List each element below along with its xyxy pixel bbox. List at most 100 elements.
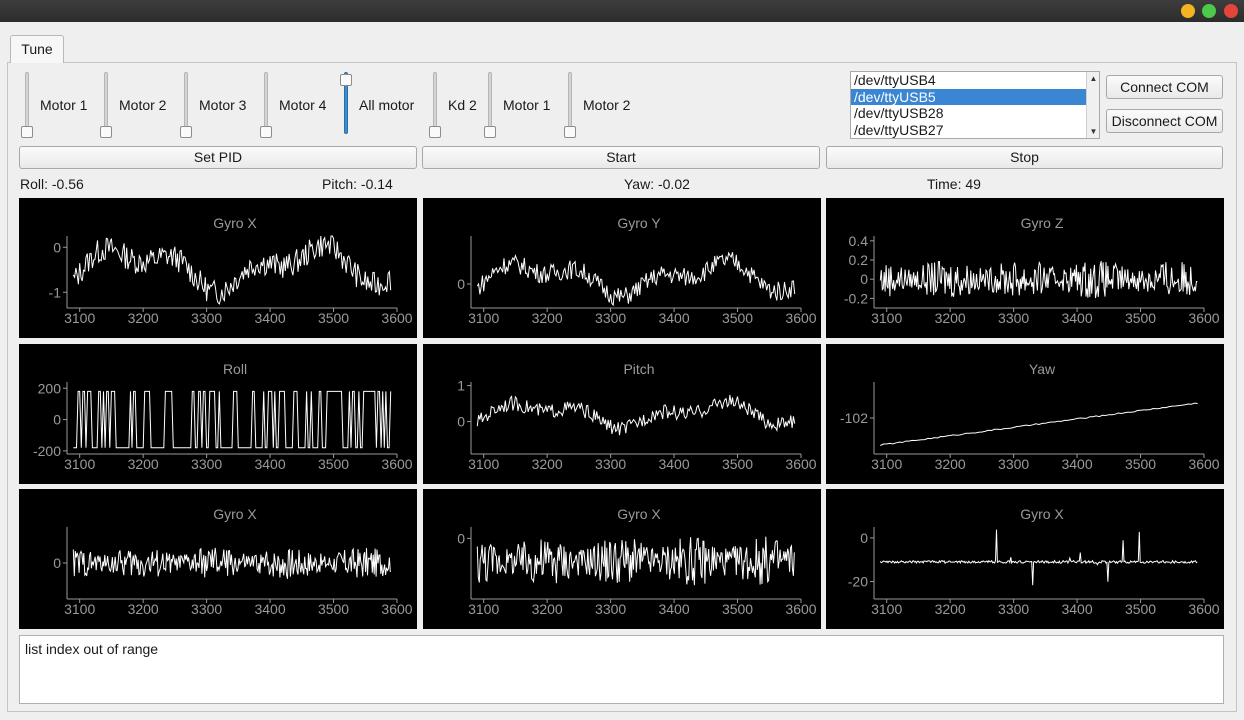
time-readout: Time: 49 <box>927 176 981 192</box>
slider-handle[interactable] <box>260 126 272 138</box>
slider-track <box>25 72 29 134</box>
x-tick-label: 3100 <box>468 310 499 326</box>
x-tick-label: 3500 <box>318 601 349 617</box>
y-tick-label: -200 <box>33 443 61 459</box>
series-line <box>73 390 392 449</box>
x-tick-label: 3600 <box>1188 601 1219 617</box>
x-tick-label: 3100 <box>871 456 902 472</box>
chart-title: Roll <box>223 361 247 377</box>
slider-handle[interactable] <box>484 126 496 138</box>
slider-motor-4[interactable] <box>260 70 272 140</box>
y-tick-label: -20 <box>848 574 868 590</box>
y-tick-label: 0.2 <box>849 252 869 268</box>
slider-handle[interactable] <box>564 126 576 138</box>
slider-label-motor-3: Motor 3 <box>199 97 247 113</box>
slider-motor-1[interactable] <box>21 70 33 140</box>
slider-label-motor-4: Motor 4 <box>279 97 327 113</box>
slider-motor-3[interactable] <box>180 70 192 140</box>
set-pid-button[interactable]: Set PID <box>19 146 417 169</box>
slider-handle[interactable] <box>100 126 112 138</box>
x-tick-label: 3300 <box>998 456 1029 472</box>
scroll-down-icon[interactable]: ▼ <box>1089 127 1098 136</box>
x-tick-label: 3200 <box>935 310 966 326</box>
chart-title: Pitch <box>623 361 654 377</box>
chart-svg: Gyro Z 3100 3200 3300 3400 3500 3600 0.4 0.2 0 -0.… <box>844 215 1220 326</box>
maximize-icon[interactable] <box>1202 4 1216 18</box>
slider-motor-1b[interactable] <box>484 70 496 140</box>
chart-svg: Pitch 3100 3200 3300 3400 3500 3600 1 0 <box>457 361 817 472</box>
slider-handle[interactable] <box>429 126 441 138</box>
y-tick-label: 1 <box>457 378 465 394</box>
com-port-item[interactable]: /dev/ttyUSB27 <box>854 121 944 138</box>
x-tick-label: 3300 <box>595 310 626 326</box>
x-tick-label: 3400 <box>658 310 689 326</box>
com-list-scrollbar[interactable]: ▲ ▼ <box>1086 72 1099 138</box>
tab-tune[interactable]: Tune <box>10 35 64 63</box>
com-port-item-selected[interactable]: /dev/ttyUSB5 <box>851 88 1087 105</box>
slider-handle[interactable] <box>340 74 352 86</box>
plot-gyro-x-4: Gyro X 3100 3200 3300 3400 3500 3600 0 -20 <box>826 489 1224 629</box>
x-tick-label: 3100 <box>64 601 95 617</box>
x-tick-label: 3400 <box>254 456 285 472</box>
slider-track <box>264 72 268 134</box>
y-tick-label: 0 <box>860 271 868 287</box>
x-tick-label: 3600 <box>785 310 816 326</box>
slider-label-motor-2b: Motor 2 <box>583 97 631 113</box>
chart-svg: Gyro X 3100 3200 3300 3400 3500 3600 0 -1 <box>49 215 413 326</box>
x-tick-label: 3600 <box>785 456 816 472</box>
com-port-item[interactable]: /dev/ttyUSB4 <box>854 72 936 88</box>
x-tick-label: 3100 <box>468 456 499 472</box>
com-port-list[interactable]: /dev/ttyUSB4 /dev/ttyUSB5 /dev/ttyUSB28 … <box>850 71 1100 139</box>
x-tick-label: 3100 <box>871 601 902 617</box>
x-tick-label: 3300 <box>191 310 222 326</box>
stop-button[interactable]: Stop <box>826 146 1223 169</box>
disconnect-com-button[interactable]: Disconnect COM <box>1106 109 1223 133</box>
plot-gyro-z: Gyro Z 3100 3200 3300 3400 3500 3600 0.4 0.2 0 -0.… <box>826 198 1224 338</box>
chart-title: Gyro X <box>213 506 257 522</box>
roll-readout: Roll: -0.56 <box>20 176 84 192</box>
chart-svg: Yaw 3100 3200 3300 3400 3500 3600 -102 <box>840 361 1220 472</box>
x-tick-label: 3500 <box>318 310 349 326</box>
slider-track <box>344 72 348 134</box>
window-titlebar <box>0 0 1244 22</box>
close-icon[interactable] <box>1224 4 1238 18</box>
x-tick-label: 3300 <box>191 456 222 472</box>
slider-handle[interactable] <box>21 126 33 138</box>
slider-handle[interactable] <box>180 126 192 138</box>
com-port-item[interactable]: /dev/ttyUSB28 <box>854 105 944 121</box>
connect-com-button[interactable]: Connect COM <box>1106 75 1223 99</box>
x-tick-label: 3100 <box>64 310 95 326</box>
plot-gyro-x-3: Gyro X 3100 3200 3300 3400 3500 3600 0 <box>423 489 821 629</box>
start-button[interactable]: Start <box>422 146 820 169</box>
plot-roll: Roll 3100 3200 3300 3400 3500 3600 200 0 -200 <box>19 344 417 484</box>
slider-kd-2[interactable] <box>429 70 441 140</box>
x-tick-label: 3500 <box>1125 310 1156 326</box>
chart-svg: Roll 3100 3200 3300 3400 3500 3600 200 0 -200 <box>33 361 413 472</box>
slider-label-motor-1: Motor 1 <box>40 97 88 113</box>
x-tick-label: 3300 <box>998 310 1029 326</box>
series-line <box>72 235 392 305</box>
x-tick-label: 3400 <box>1061 456 1092 472</box>
slider-track <box>104 72 108 134</box>
x-tick-label: 3500 <box>722 456 753 472</box>
x-tick-label: 3500 <box>318 456 349 472</box>
slider-all-motor[interactable] <box>340 70 352 140</box>
y-tick-label: -102 <box>840 410 868 426</box>
slider-motor-2b[interactable] <box>564 70 576 140</box>
x-tick-label: 3600 <box>381 310 412 326</box>
chart-title: Gyro X <box>213 215 257 231</box>
plot-yaw: Yaw 3100 3200 3300 3400 3500 3600 -102 <box>826 344 1224 484</box>
series-line <box>879 260 1198 299</box>
y-tick-label: 0 <box>53 239 61 255</box>
minimize-icon[interactable] <box>1181 4 1195 18</box>
y-tick-label: 0 <box>457 276 465 292</box>
chart-svg: Gyro X 3100 3200 3300 3400 3500 3600 0 -20 <box>848 506 1220 617</box>
slider-track <box>184 72 188 134</box>
log-output[interactable]: list index out of range <box>19 635 1224 704</box>
series-line <box>476 394 796 436</box>
slider-label-all-motor: All motor <box>359 97 415 113</box>
slider-motor-2[interactable] <box>100 70 112 140</box>
x-tick-label: 3100 <box>871 310 902 326</box>
plot-pitch: Pitch 3100 3200 3300 3400 3500 3600 1 0 <box>423 344 821 484</box>
scroll-up-icon[interactable]: ▲ <box>1089 74 1098 83</box>
